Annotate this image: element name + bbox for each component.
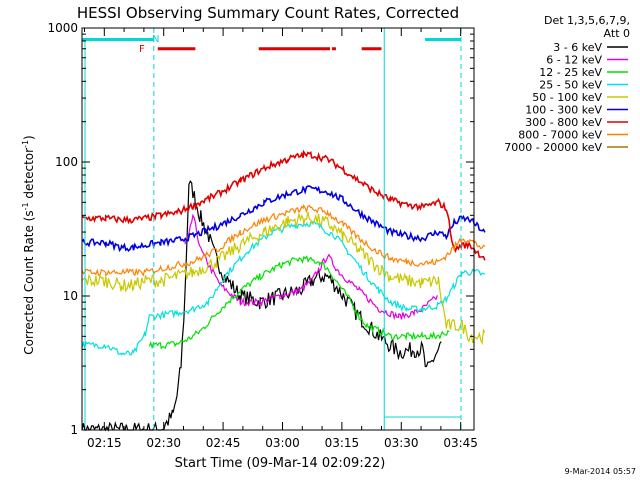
text-layer: HESSI Observing Summary Count Rates, Cor… — [21, 4, 636, 476]
y-axis-label: Corrected Count Rate (s-1 detector-1) — [21, 135, 36, 354]
series-line-3 — [81, 219, 486, 356]
x-tick-label: 03:15 — [325, 436, 360, 450]
legend-label-0: 3 - 6 keV — [553, 41, 602, 54]
legend-label-6: 300 - 800 keV — [525, 116, 602, 129]
series-line-2 — [148, 255, 450, 350]
legend-label-7: 800 - 7000 keV — [518, 129, 602, 142]
legend-label-2: 12 - 25 keV — [539, 66, 602, 79]
x-tick-label: 03:00 — [265, 436, 300, 450]
legend-header-line-1: Det 1,3,5,6,7,9, — [544, 14, 630, 27]
legend-label-4: 50 - 100 keV — [532, 91, 602, 104]
legend-label-8: 7000 - 20000 keV — [504, 141, 602, 154]
series-line-6 — [81, 149, 486, 261]
legend-header-line-2: Att 0 — [604, 27, 630, 40]
legend-label-1: 6 - 12 keV — [546, 54, 602, 67]
axes: 1 10 100 1000 02:15 02:30 02:45 03:00 03:15 03:30… — [47, 21, 478, 450]
plot-frame — [81, 27, 475, 431]
y-tick-label: 1 — [70, 423, 78, 437]
x-tick-label: 03:30 — [384, 436, 419, 450]
flag-n-label: N — [152, 34, 159, 45]
data-lines — [81, 149, 486, 432]
y-tick-label: 100 — [55, 155, 78, 169]
y-tick-label: 1000 — [47, 21, 78, 35]
x-tick-label: 02:15 — [87, 436, 122, 450]
y-tick-label: 10 — [63, 289, 78, 303]
series-line-7 — [81, 203, 486, 277]
chart-title: HESSI Observing Summary Count Rates, Cor… — [77, 4, 459, 22]
x-tick-label: 02:30 — [146, 436, 181, 450]
series-line-5 — [81, 185, 486, 253]
legend-label-3: 25 - 50 keV — [539, 79, 602, 92]
flag-f-label: F — [139, 44, 145, 55]
x-tick-label: 02:45 — [206, 436, 241, 450]
x-axis-label: Start Time (09-Mar-14 02:09:22) — [175, 456, 386, 471]
legend-label-5: 100 - 300 keV — [525, 104, 602, 117]
timestamp: 9-Mar-2014 05:57 — [565, 467, 636, 476]
series-line-4 — [81, 211, 486, 346]
series-line-1 — [184, 213, 438, 321]
attenuator-overlay — [82, 28, 462, 430]
x-tick-label: 03:45 — [443, 436, 478, 450]
